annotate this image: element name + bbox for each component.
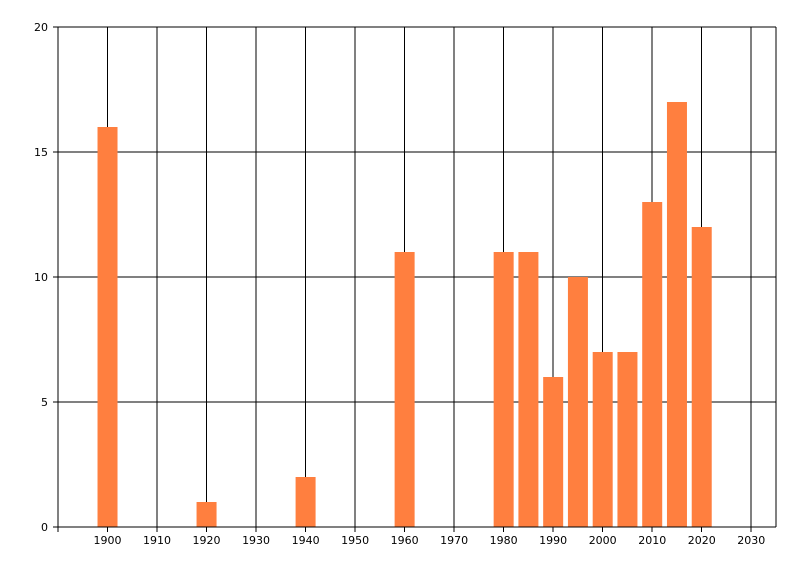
x-tick-label: 1930 <box>242 534 270 547</box>
bar <box>567 277 588 527</box>
bar <box>196 502 217 527</box>
bar <box>691 227 712 527</box>
x-tick-label: 1980 <box>490 534 518 547</box>
bar <box>518 252 539 527</box>
bar <box>493 252 514 527</box>
y-tick-label: 0 <box>41 521 48 534</box>
x-tick-label: 1900 <box>94 534 122 547</box>
bar <box>295 477 316 527</box>
x-tick-label: 2010 <box>638 534 666 547</box>
y-tick-label: 5 <box>41 396 48 409</box>
bar <box>617 352 638 527</box>
bar <box>97 127 118 527</box>
x-tick-label: 2030 <box>737 534 765 547</box>
axes <box>53 26 776 532</box>
bar <box>666 102 687 527</box>
y-tick-label: 10 <box>34 271 48 284</box>
x-tick-label: 1920 <box>193 534 221 547</box>
bar <box>642 202 663 527</box>
bar <box>592 352 613 527</box>
x-tick-label: 1940 <box>292 534 320 547</box>
x-tick-label: 1990 <box>539 534 567 547</box>
x-tick-label: 1910 <box>143 534 171 547</box>
tick-labels: 0 5 10 15 20 1900 1910 1920 1930 1940 1950 1960 1970… <box>34 21 765 547</box>
x-tick-label: 2000 <box>589 534 617 547</box>
y-tick-label: 15 <box>34 146 48 159</box>
bar <box>394 252 415 527</box>
x-tick-label: 1960 <box>391 534 419 547</box>
y-tick-label: 20 <box>34 21 48 34</box>
bars <box>97 102 712 527</box>
x-tick-label: 1950 <box>341 534 369 547</box>
x-tick-label: 1970 <box>440 534 468 547</box>
bar <box>543 377 564 527</box>
x-tick-label: 2020 <box>688 534 716 547</box>
